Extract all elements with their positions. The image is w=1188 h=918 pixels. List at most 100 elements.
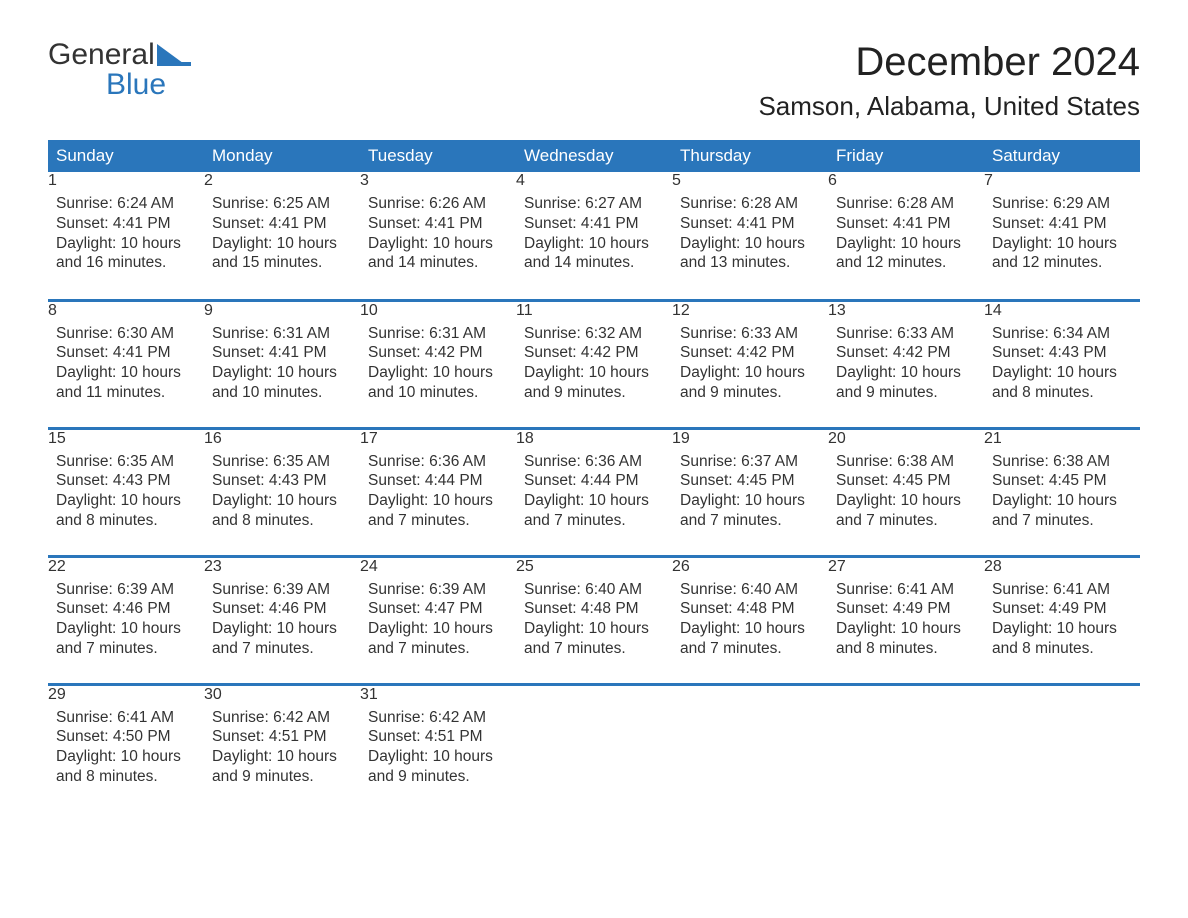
day-number: 3 xyxy=(360,172,516,190)
sunrise-text: Sunrise: 6:35 AM xyxy=(212,452,352,472)
sunset-text: Sunset: 4:50 PM xyxy=(56,727,196,747)
week-row: 8Sunrise: 6:30 AMSunset: 4:41 PMDaylight… xyxy=(48,300,1140,428)
brand-word2: Blue xyxy=(48,70,191,100)
day-number: 28 xyxy=(984,558,1140,576)
sunset-text: Sunset: 4:51 PM xyxy=(212,727,352,747)
sunrise-text: Sunrise: 6:31 AM xyxy=(212,324,352,344)
day-cell: 24Sunrise: 6:39 AMSunset: 4:47 PMDayligh… xyxy=(360,556,516,684)
day-cell: 8Sunrise: 6:30 AMSunset: 4:41 PMDaylight… xyxy=(48,300,204,428)
day-number: 18 xyxy=(516,430,672,448)
day-header: Monday xyxy=(204,140,360,172)
sunrise-text: Sunrise: 6:25 AM xyxy=(212,194,352,214)
sunrise-text: Sunrise: 6:27 AM xyxy=(524,194,664,214)
day-cell: 19Sunrise: 6:37 AMSunset: 4:45 PMDayligh… xyxy=(672,428,828,556)
day-body: Sunrise: 6:35 AMSunset: 4:43 PMDaylight:… xyxy=(48,448,204,539)
day-cell: 2Sunrise: 6:25 AMSunset: 4:41 PMDaylight… xyxy=(204,172,360,300)
day-number: 8 xyxy=(48,302,204,320)
daylight-text: Daylight: 10 hours and 7 minutes. xyxy=(524,619,664,659)
day-cell: 10Sunrise: 6:31 AMSunset: 4:42 PMDayligh… xyxy=(360,300,516,428)
sunset-text: Sunset: 4:45 PM xyxy=(992,471,1132,491)
day-number: 29 xyxy=(48,686,204,704)
sunset-text: Sunset: 4:41 PM xyxy=(836,214,976,234)
day-number: 4 xyxy=(516,172,672,190)
day-number: 2 xyxy=(204,172,360,190)
day-header: Wednesday xyxy=(516,140,672,172)
daylight-text: Daylight: 10 hours and 8 minutes. xyxy=(992,619,1132,659)
day-cell: 18Sunrise: 6:36 AMSunset: 4:44 PMDayligh… xyxy=(516,428,672,556)
sunset-text: Sunset: 4:42 PM xyxy=(680,343,820,363)
sunrise-text: Sunrise: 6:36 AM xyxy=(524,452,664,472)
sunset-text: Sunset: 4:43 PM xyxy=(56,471,196,491)
daylight-text: Daylight: 10 hours and 7 minutes. xyxy=(212,619,352,659)
sunset-text: Sunset: 4:51 PM xyxy=(368,727,508,747)
day-cell: 5 Sunrise: 6:28 AMSunset: 4:41 PMDaylight… xyxy=(672,172,828,300)
sunset-text: Sunset: 4:46 PM xyxy=(56,599,196,619)
day-cell: 3Sunrise: 6:26 AMSunset: 4:41 PMDaylight… xyxy=(360,172,516,300)
day-cell: 28Sunrise: 6:41 AMSunset: 4:49 PMDayligh… xyxy=(984,556,1140,684)
day-number: 14 xyxy=(984,302,1140,320)
sunset-text: Sunset: 4:42 PM xyxy=(524,343,664,363)
daylight-text: Daylight: 10 hours and 14 minutes. xyxy=(524,234,664,274)
day-body: Sunrise: 6:33 AMSunset: 4:42 PMDaylight:… xyxy=(828,320,984,411)
sunrise-text: Sunrise: 6:28 AM xyxy=(680,194,820,214)
sunset-text: Sunset: 4:44 PM xyxy=(368,471,508,491)
daylight-text: Daylight: 10 hours and 10 minutes. xyxy=(368,363,508,403)
day-cell: 14Sunrise: 6:34 AMSunset: 4:43 PMDayligh… xyxy=(984,300,1140,428)
sunset-text: Sunset: 4:45 PM xyxy=(836,471,976,491)
day-number: 5 xyxy=(672,172,828,190)
sunrise-text: Sunrise: 6:33 AM xyxy=(836,324,976,344)
sunrise-text: Sunrise: 6:41 AM xyxy=(56,708,196,728)
daylight-text: Daylight: 10 hours and 15 minutes. xyxy=(212,234,352,274)
day-cell: 22Sunrise: 6:39 AMSunset: 4:46 PMDayligh… xyxy=(48,556,204,684)
day-cell: 27Sunrise: 6:41 AMSunset: 4:49 PMDayligh… xyxy=(828,556,984,684)
header: General Blue December 2024 Samson, Alaba… xyxy=(48,40,1140,122)
daylight-text: Daylight: 10 hours and 13 minutes. xyxy=(680,234,820,274)
day-number-empty xyxy=(828,686,984,704)
daylight-text: Daylight: 10 hours and 9 minutes. xyxy=(680,363,820,403)
day-cell: 12Sunrise: 6:33 AMSunset: 4:42 PMDayligh… xyxy=(672,300,828,428)
daylight-text: Daylight: 10 hours and 14 minutes. xyxy=(368,234,508,274)
sunrise-text: Sunrise: 6:32 AM xyxy=(524,324,664,344)
day-body: Sunrise: 6:31 AMSunset: 4:42 PMDaylight:… xyxy=(360,320,516,411)
sunrise-text: Sunrise: 6:28 AM xyxy=(836,194,976,214)
sunrise-text: Sunrise: 6:40 AM xyxy=(680,580,820,600)
sunset-text: Sunset: 4:43 PM xyxy=(212,471,352,491)
flag-icon xyxy=(157,44,191,66)
sunset-text: Sunset: 4:41 PM xyxy=(680,214,820,234)
day-number: 17 xyxy=(360,430,516,448)
daylight-text: Daylight: 10 hours and 10 minutes. xyxy=(212,363,352,403)
daylight-text: Daylight: 10 hours and 8 minutes. xyxy=(56,491,196,531)
day-cell xyxy=(828,684,984,812)
day-number: 20 xyxy=(828,430,984,448)
daylight-text: Daylight: 10 hours and 7 minutes. xyxy=(524,491,664,531)
daylight-text: Daylight: 10 hours and 9 minutes. xyxy=(836,363,976,403)
day-body: Sunrise: 6:29 AMSunset: 4:41 PMDaylight:… xyxy=(984,190,1140,281)
sunset-text: Sunset: 4:42 PM xyxy=(836,343,976,363)
sunrise-text: Sunrise: 6:36 AM xyxy=(368,452,508,472)
day-body: Sunrise: 6:35 AMSunset: 4:43 PMDaylight:… xyxy=(204,448,360,539)
sunset-text: Sunset: 4:41 PM xyxy=(992,214,1132,234)
day-body: Sunrise: 6:37 AMSunset: 4:45 PMDaylight:… xyxy=(672,448,828,539)
sunset-text: Sunset: 4:41 PM xyxy=(212,214,352,234)
sunrise-text: Sunrise: 6:26 AM xyxy=(368,194,508,214)
day-number: 30 xyxy=(204,686,360,704)
day-number: 22 xyxy=(48,558,204,576)
day-body: Sunrise: 6:42 AMSunset: 4:51 PMDaylight:… xyxy=(204,704,360,795)
day-body: Sunrise: 6:38 AMSunset: 4:45 PMDaylight:… xyxy=(828,448,984,539)
sunset-text: Sunset: 4:41 PM xyxy=(56,214,196,234)
day-body: Sunrise: 6:28 AMSunset: 4:41 PMDaylight:… xyxy=(828,190,984,281)
brand-logo: General Blue xyxy=(48,40,191,100)
sunset-text: Sunset: 4:43 PM xyxy=(992,343,1132,363)
day-cell: 4Sunrise: 6:27 AMSunset: 4:41 PMDaylight… xyxy=(516,172,672,300)
brand-word1: General xyxy=(48,40,155,70)
daylight-text: Daylight: 10 hours and 7 minutes. xyxy=(680,491,820,531)
day-body: Sunrise: 6:38 AMSunset: 4:45 PMDaylight:… xyxy=(984,448,1140,539)
day-number: 10 xyxy=(360,302,516,320)
week-row: 15Sunrise: 6:35 AMSunset: 4:43 PMDayligh… xyxy=(48,428,1140,556)
day-body: Sunrise: 6:25 AMSunset: 4:41 PMDaylight:… xyxy=(204,190,360,281)
week-row: 1Sunrise: 6:24 AMSunset: 4:41 PMDaylight… xyxy=(48,172,1140,300)
day-body: Sunrise: 6:36 AMSunset: 4:44 PMDaylight:… xyxy=(360,448,516,539)
sunrise-text: Sunrise: 6:42 AM xyxy=(368,708,508,728)
day-body: Sunrise: 6:41 AMSunset: 4:49 PMDaylight:… xyxy=(984,576,1140,667)
sunrise-text: Sunrise: 6:31 AM xyxy=(368,324,508,344)
